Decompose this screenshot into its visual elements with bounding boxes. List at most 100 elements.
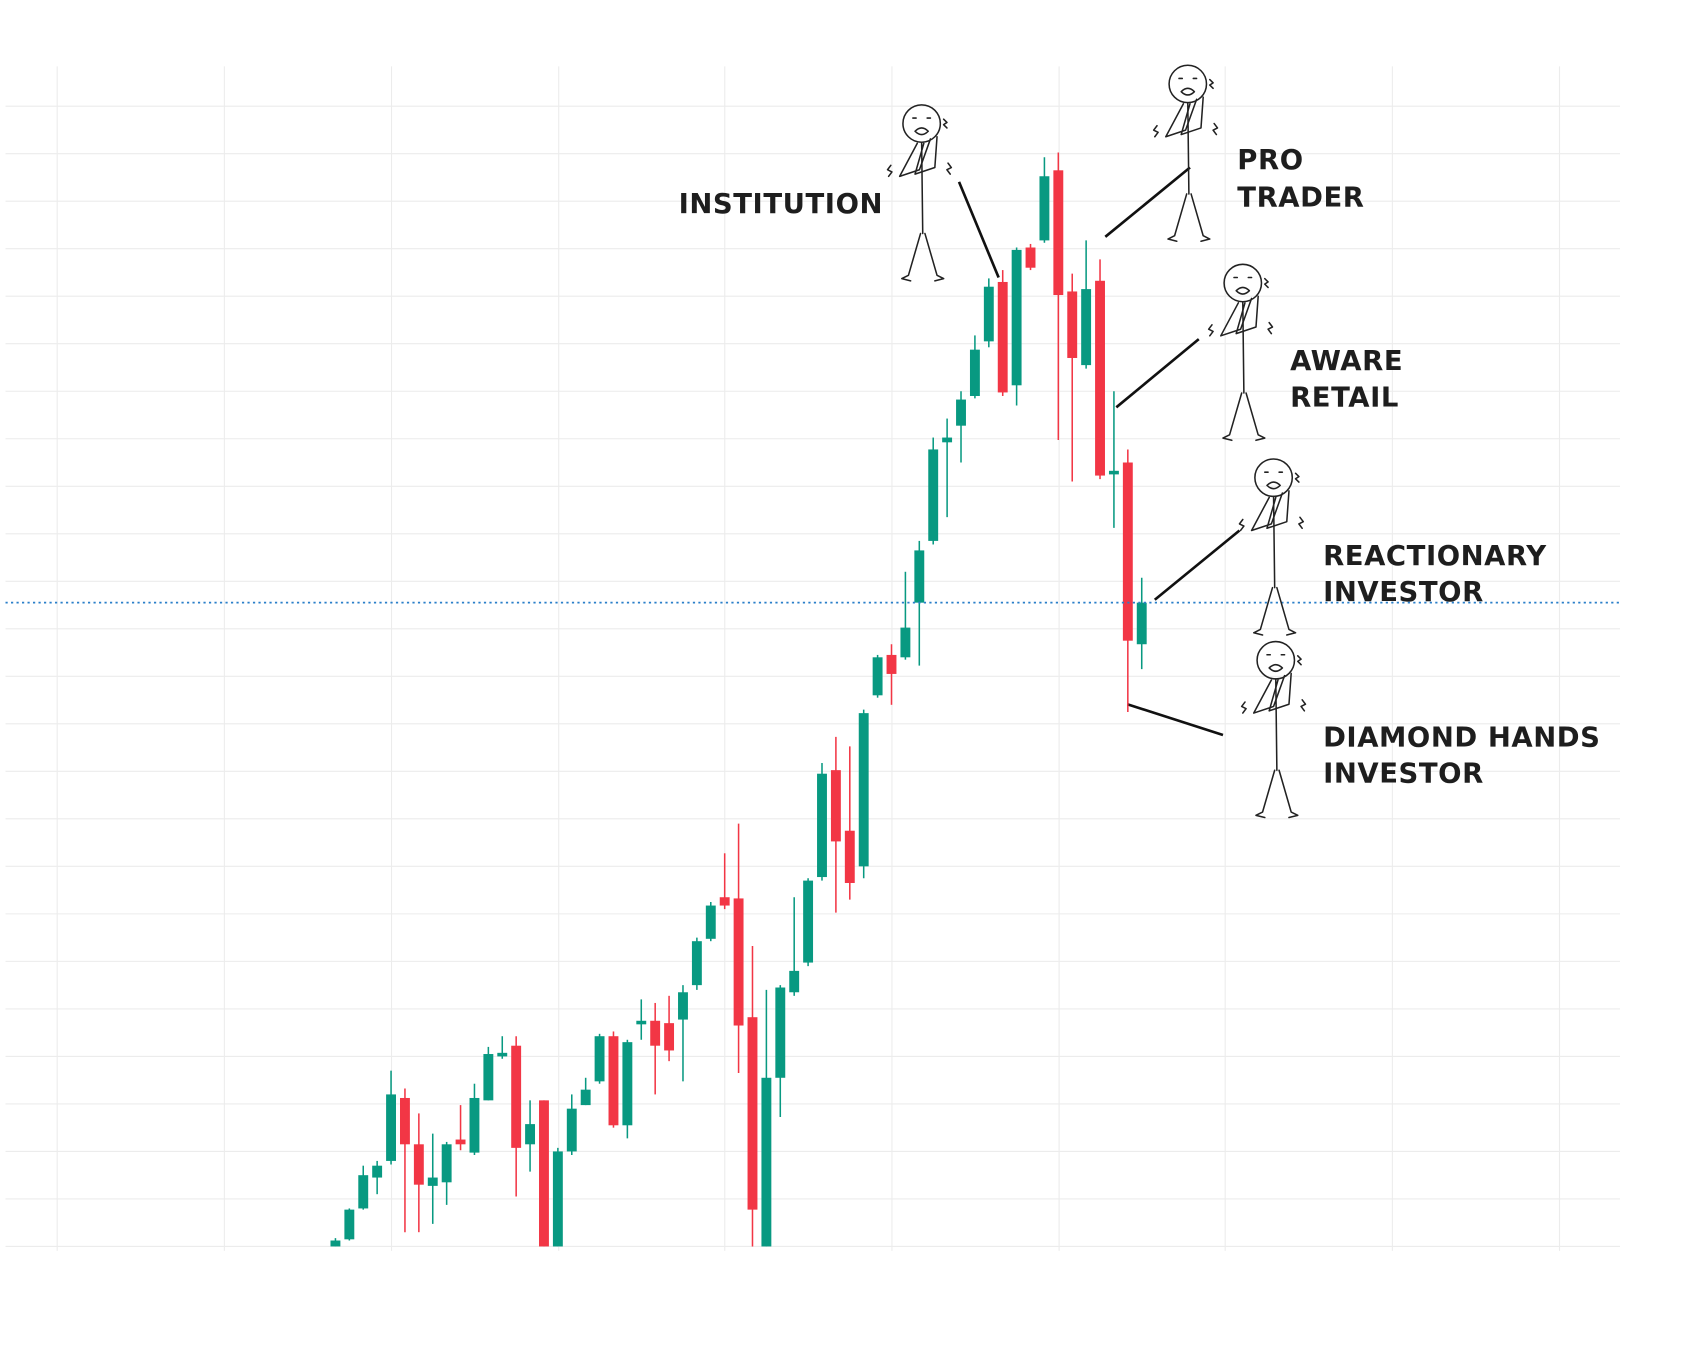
leader-line	[1115, 338, 1200, 409]
figure-face	[1266, 653, 1286, 673]
candle-body	[413, 1144, 424, 1185]
candle-body	[803, 880, 814, 963]
figure-arms	[1165, 96, 1204, 138]
annotation-line: AWARE	[1290, 345, 1403, 377]
annotation: REACTIONARY INVESTOR	[1323, 540, 1547, 608]
candle-body	[858, 713, 869, 867]
candle-body	[705, 905, 716, 939]
candle-body	[344, 1209, 355, 1240]
candle-body	[386, 1094, 396, 1161]
candle-body	[539, 1100, 549, 1247]
candle-body	[1108, 470, 1119, 475]
figure-body	[1222, 300, 1266, 442]
candle-body	[830, 770, 841, 842]
candle-body	[914, 550, 925, 603]
annotation-line: INSTITUTION	[679, 188, 883, 220]
leader-line	[1153, 529, 1241, 601]
figure-shake	[1207, 277, 1274, 337]
figure-face	[912, 117, 932, 136]
candle-body	[399, 1097, 410, 1145]
candle-body	[608, 1036, 619, 1126]
candle-body	[1081, 289, 1092, 366]
candle-body	[483, 1054, 494, 1101]
annotation-line: INVESTOR	[1323, 758, 1484, 790]
candle-body	[664, 1023, 675, 1051]
annotation: INSTITUTION	[679, 188, 883, 220]
stick-figure	[1207, 263, 1274, 442]
candle-body	[497, 1052, 508, 1057]
candle-body	[622, 1042, 633, 1126]
candle-body	[1067, 291, 1078, 358]
candle-body	[636, 1020, 647, 1025]
figure-face	[1178, 77, 1198, 96]
figure-body	[901, 141, 945, 282]
candle-body	[844, 830, 855, 883]
candle-body	[372, 1165, 383, 1178]
figure-body	[1255, 678, 1299, 819]
figure-head	[902, 104, 942, 144]
candle-body	[469, 1097, 480, 1153]
candle-body	[1122, 462, 1133, 641]
candle-body	[775, 987, 786, 1078]
candle-body	[1025, 247, 1036, 268]
candle-body	[580, 1089, 591, 1106]
candle-body	[956, 399, 966, 426]
candle-body	[511, 1045, 522, 1148]
figure-shake	[1238, 472, 1305, 532]
candle-body	[358, 1175, 369, 1209]
candle-body	[650, 1020, 661, 1046]
annotation-line: REACTIONARY	[1323, 540, 1547, 572]
candle-body	[330, 1240, 341, 1247]
annotation-line: PRO	[1237, 144, 1303, 176]
figure-arms	[898, 135, 938, 178]
annotation-line: RETAIL	[1290, 381, 1399, 413]
candle-body	[525, 1124, 536, 1145]
candle-body	[789, 970, 800, 993]
figure-shake	[1152, 78, 1219, 138]
figure-arms	[1220, 295, 1259, 337]
candle-body	[441, 1144, 452, 1183]
candle-body	[747, 1017, 758, 1210]
candle-body	[872, 657, 883, 696]
candle-body	[900, 627, 911, 658]
candle-body	[594, 1036, 605, 1082]
figure-shake	[1240, 655, 1307, 714]
candle-body	[928, 449, 939, 541]
stick-figure	[1152, 64, 1219, 242]
annotation: PRO TRADER	[1237, 144, 1364, 213]
candle-body	[942, 437, 953, 443]
candle-body	[983, 286, 994, 342]
candle-body	[1039, 176, 1050, 241]
annotation-line: TRADER	[1237, 181, 1364, 213]
annotation: AWARE RETAIL	[1290, 345, 1403, 413]
candle-body	[886, 654, 897, 674]
figure-face	[1233, 276, 1253, 295]
candle-body	[1136, 602, 1147, 645]
candle-body	[761, 1077, 772, 1247]
candle-body	[969, 349, 980, 396]
candle-body	[455, 1139, 466, 1145]
candle-body	[1095, 280, 1105, 476]
stick-figure	[886, 104, 953, 282]
stick-figure	[1240, 640, 1307, 819]
candle-body	[733, 898, 744, 1026]
figure-arms	[1250, 490, 1290, 532]
candle-body	[678, 992, 688, 1020]
leader-line	[1104, 166, 1191, 238]
figure-body	[1253, 495, 1297, 636]
figure-head	[1254, 458, 1294, 498]
candle-body	[427, 1177, 438, 1186]
annotation: DIAMOND HANDS INVESTOR	[1323, 721, 1600, 789]
candle-body	[1053, 170, 1064, 296]
candle-body	[1011, 249, 1022, 386]
leader-line	[1126, 702, 1224, 737]
leader-line	[957, 181, 1000, 279]
candle-body	[566, 1108, 577, 1152]
annotation-line: DIAMOND HANDS	[1323, 721, 1600, 753]
candle-body	[997, 281, 1008, 393]
horizontal-grid	[5, 105, 1621, 1247]
stick-figure	[1238, 458, 1305, 636]
candle-body	[552, 1151, 563, 1247]
